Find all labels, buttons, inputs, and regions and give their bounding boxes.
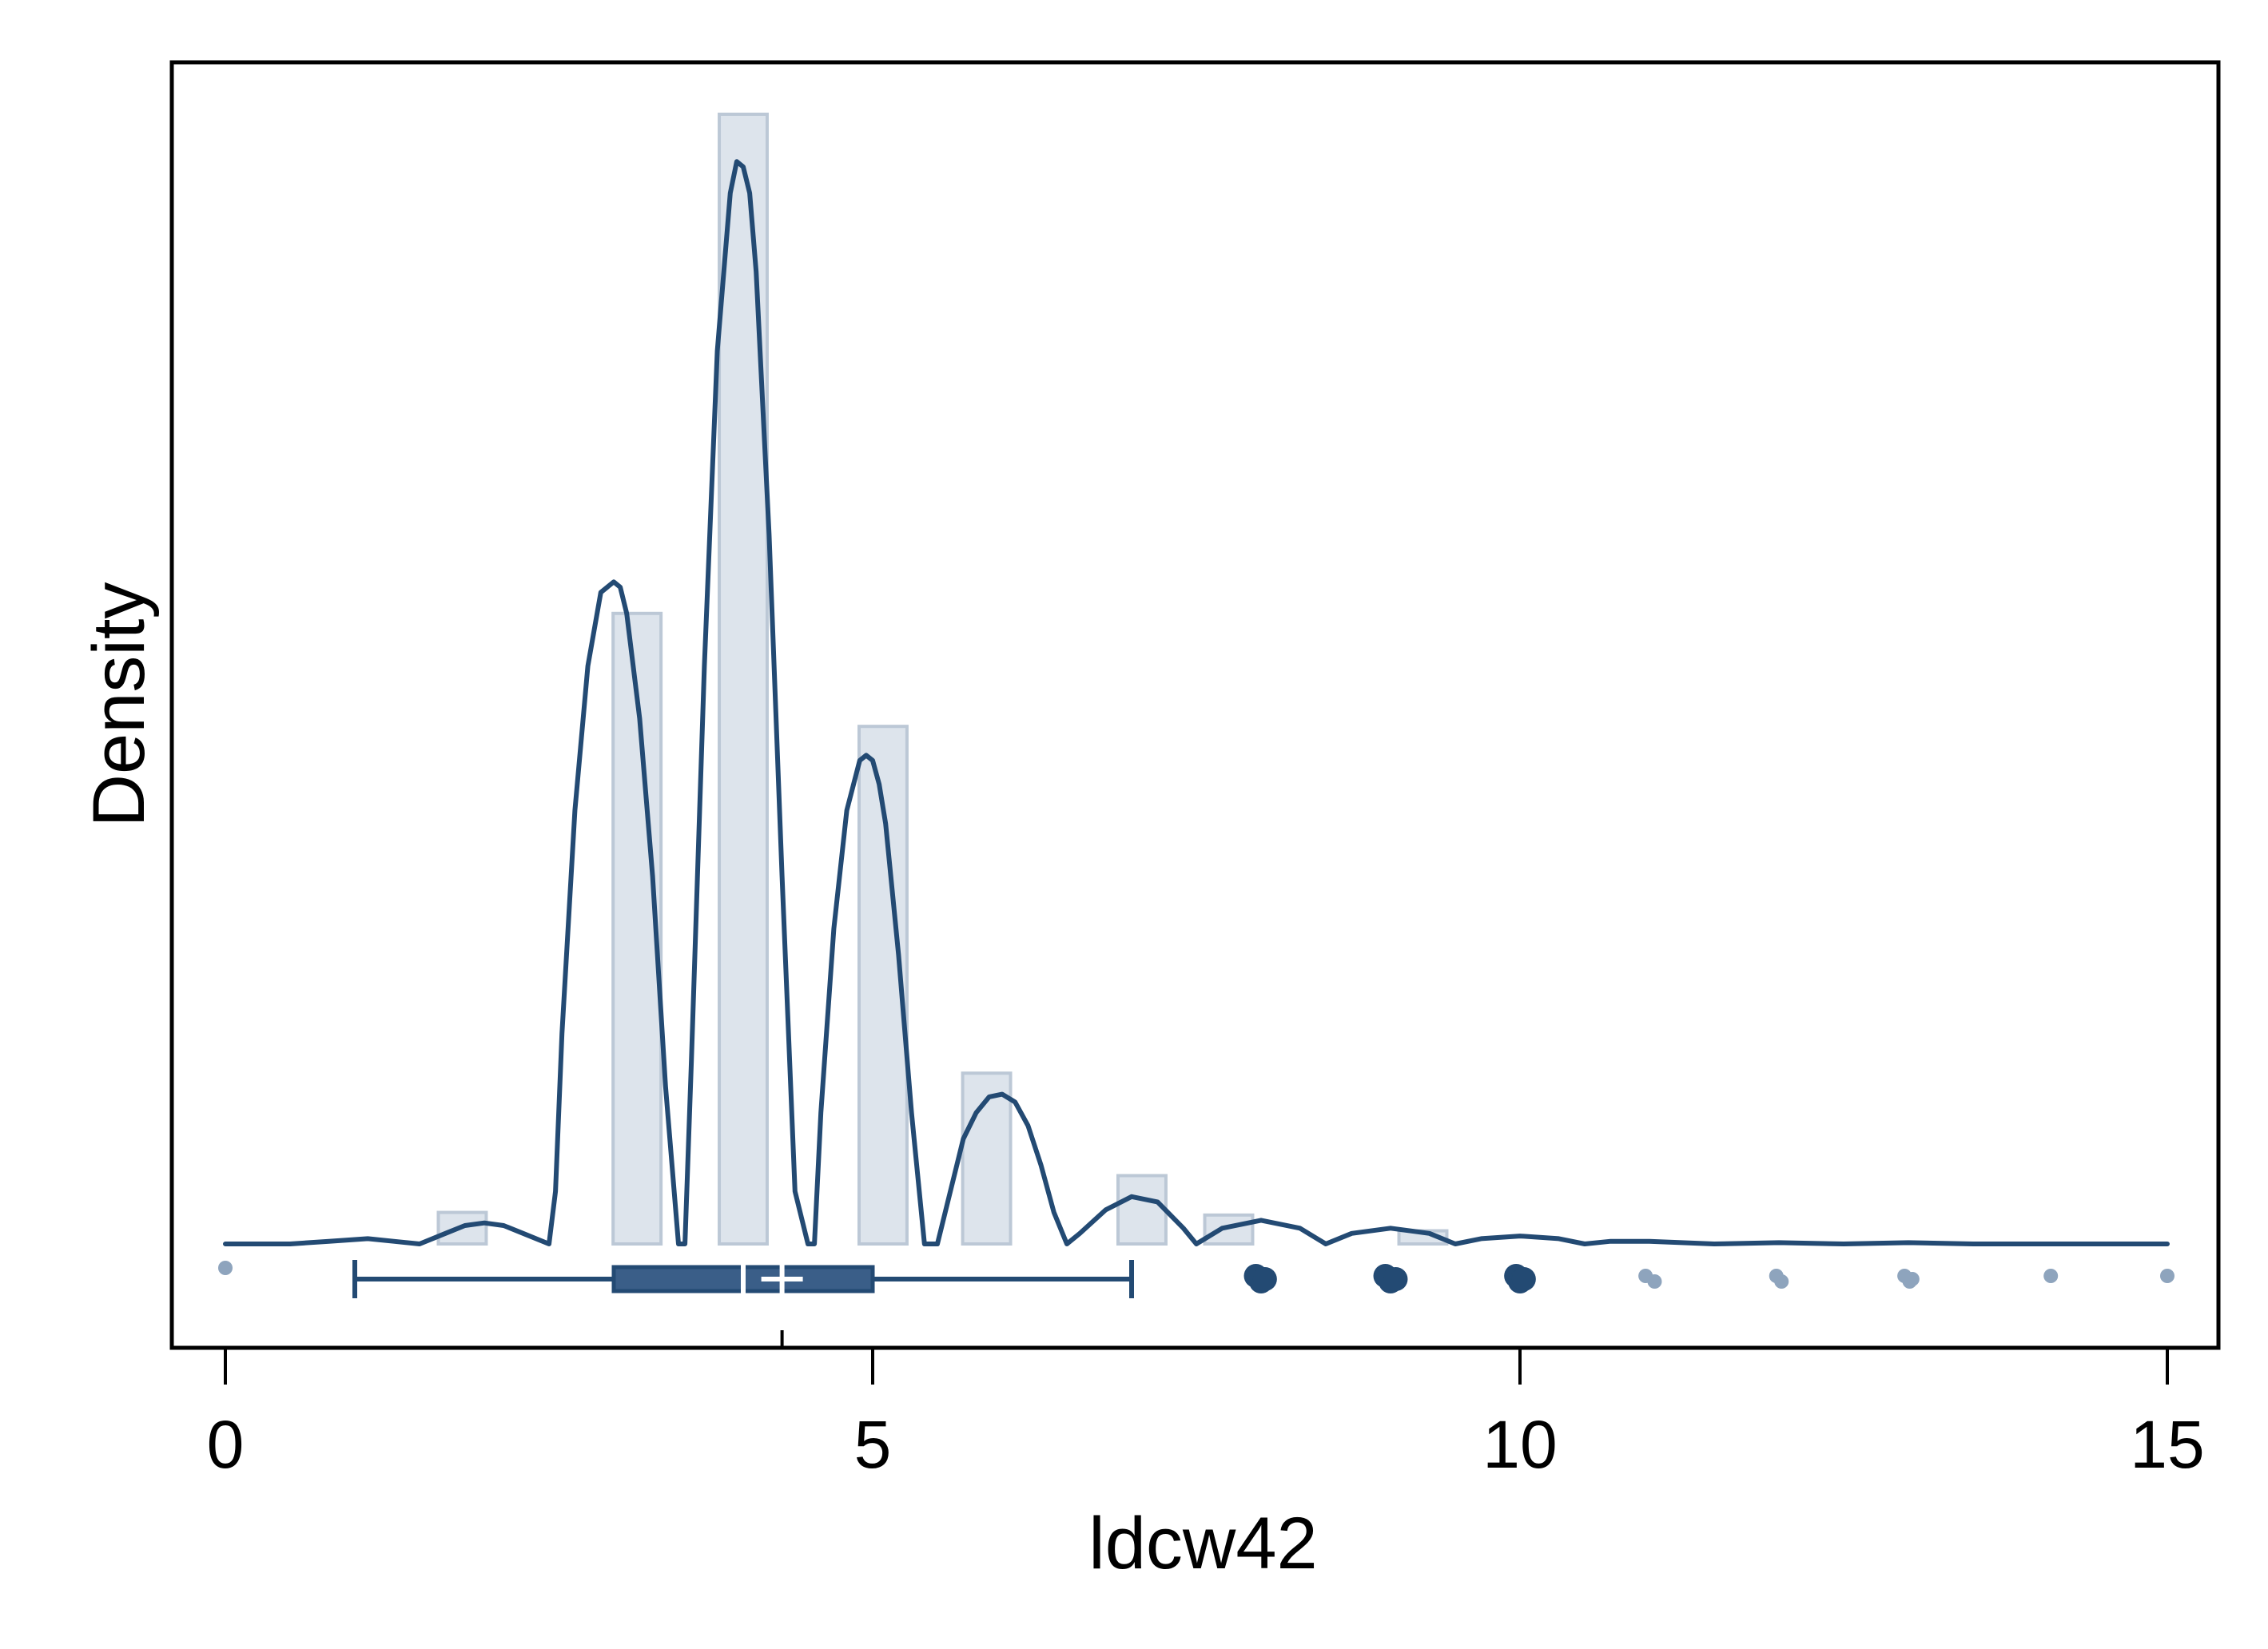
outlier-point: [1252, 1267, 1277, 1291]
histogram-bar-5: [961, 1071, 1013, 1246]
histogram-bar-3: [718, 113, 769, 1246]
outlier-point-light: [2160, 1269, 2174, 1283]
density-curve: [223, 159, 2170, 1246]
outlier-point-light: [2043, 1269, 2059, 1283]
y-axis-label: Density: [78, 582, 160, 828]
outlier-point: [1511, 1267, 1536, 1291]
x-tick-label: 5: [854, 1407, 892, 1482]
x-tick-label: 10: [1482, 1407, 1557, 1482]
density-curve-layer: [223, 159, 2170, 1246]
outlier-point-light: [1647, 1274, 1662, 1289]
histogram-bars: [436, 113, 1449, 1246]
histogram-bar-6: [1116, 1174, 1168, 1246]
x-axis-label: ldcw42: [1088, 1503, 1317, 1584]
histogram-bar-2: [611, 611, 663, 1246]
outlier-point-light: [1904, 1272, 1920, 1286]
outlier-point-light: [218, 1261, 233, 1275]
plot-frame: [169, 60, 2221, 1350]
histogram-bar-7: [1203, 1213, 1255, 1246]
histogram-bar-1: [436, 1210, 488, 1246]
x-tick-label: 15: [2130, 1407, 2204, 1482]
axes: 0 5 10 15: [169, 60, 2221, 1482]
outlier-points: [218, 1261, 2174, 1293]
x-tick-label: 0: [207, 1407, 245, 1482]
boxplot: [352, 1260, 1134, 1298]
outlier-point-light: [1774, 1274, 1789, 1289]
outlier-point: [1383, 1267, 1408, 1291]
